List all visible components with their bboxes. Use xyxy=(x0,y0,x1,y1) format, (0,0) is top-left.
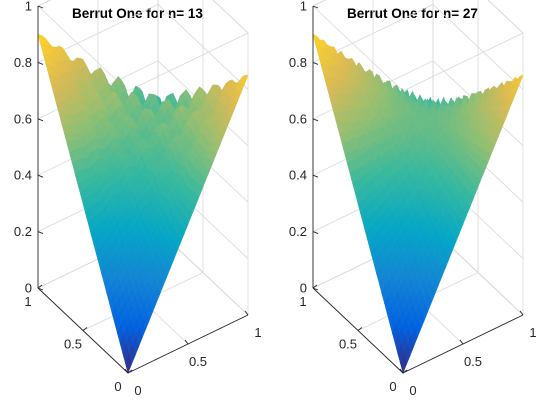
y-tick-label: 1 xyxy=(299,294,306,309)
x-tick-label: 1 xyxy=(529,325,536,340)
y-tick-label: 0 xyxy=(114,379,121,394)
z-tick-mark xyxy=(312,287,319,291)
z-tick-mark xyxy=(312,231,319,235)
z-tick-label: 0.4 xyxy=(14,168,32,183)
y-tick-label: 0.5 xyxy=(64,337,82,352)
z-tick-label: 0.8 xyxy=(289,55,307,70)
x-tick-label: 0 xyxy=(134,383,141,398)
z-tick-label: 0.8 xyxy=(14,55,32,70)
y-tick-mark xyxy=(82,327,88,331)
surface-mesh xyxy=(37,33,249,374)
y-tick-mark xyxy=(127,369,133,374)
x-tick-mark xyxy=(399,368,404,374)
y-tick-mark xyxy=(402,369,408,374)
z-tick-mark xyxy=(37,61,44,65)
surface-mesh xyxy=(312,33,524,374)
z-tick-label: 0.4 xyxy=(289,168,307,183)
y-tick-label: 0 xyxy=(389,379,396,394)
y-tick-mark xyxy=(357,327,363,331)
x-tick-label: 0.5 xyxy=(189,354,207,369)
z-tick-label: 0.6 xyxy=(14,111,32,126)
z-tick-label: 0.2 xyxy=(14,224,32,239)
chart-panel-n27: Berrut One for n= 27 0 0.5 1 0 0.5 1 0 0.2 0.4 0.… xyxy=(275,0,550,405)
x-tick-mark xyxy=(519,310,524,316)
y-tick-mark xyxy=(312,284,318,289)
x-tick-mark xyxy=(184,339,189,345)
z-tick-label: 1 xyxy=(300,0,307,14)
x-tick-label: 0.5 xyxy=(464,354,482,369)
z-tick-label: 0.2 xyxy=(289,224,307,239)
z-tick-label: 0 xyxy=(25,281,32,296)
z-tick-mark xyxy=(37,174,44,178)
chart-panel-n13: Berrut One for n= 13 0 0.5 1 0 0.5 1 0 0.2 0.4 0.… xyxy=(14,0,262,398)
z-tick-mark xyxy=(37,231,44,235)
z-tick-label: 0.6 xyxy=(289,111,307,126)
x-tick-label: 0 xyxy=(409,383,416,398)
chart-title: Berrut One for n= 27 xyxy=(347,6,478,21)
x-tick-mark xyxy=(459,339,464,345)
y-tick-label: 1 xyxy=(24,294,31,309)
x-tick-label: 1 xyxy=(254,325,261,340)
z-tick-mark xyxy=(37,287,44,291)
z-tick-mark xyxy=(312,5,319,9)
y-tick-label: 0.5 xyxy=(339,337,357,352)
y-tick-mark xyxy=(37,284,43,289)
x-tick-mark xyxy=(124,368,129,374)
z-tick-label: 0 xyxy=(300,281,307,296)
chart-title: Berrut One for n= 13 xyxy=(72,6,203,21)
z-tick-mark xyxy=(312,118,319,122)
z-tick-mark xyxy=(312,174,319,178)
z-tick-mark xyxy=(37,118,44,122)
z-tick-mark xyxy=(312,61,319,65)
x-tick-mark xyxy=(244,310,249,316)
z-tick-label: 1 xyxy=(25,0,32,14)
z-tick-mark xyxy=(37,5,44,9)
